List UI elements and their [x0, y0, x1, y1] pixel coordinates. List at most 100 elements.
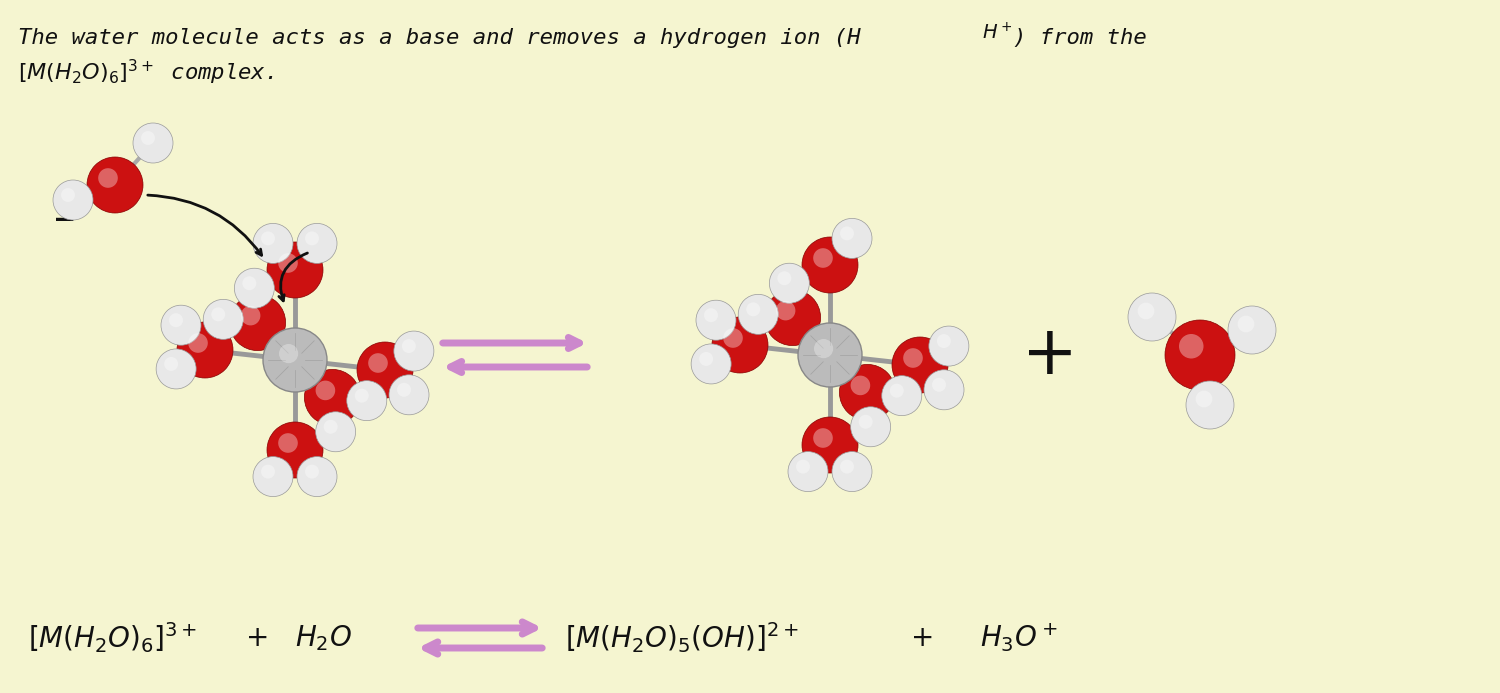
Circle shape [261, 464, 274, 479]
Circle shape [211, 308, 225, 322]
Circle shape [261, 231, 274, 245]
Circle shape [813, 428, 832, 448]
Circle shape [324, 420, 338, 434]
Circle shape [928, 326, 969, 366]
Circle shape [788, 452, 828, 491]
Circle shape [368, 353, 388, 373]
Circle shape [242, 306, 261, 326]
Circle shape [254, 223, 292, 263]
Circle shape [833, 218, 872, 258]
Circle shape [903, 348, 922, 368]
Circle shape [357, 342, 413, 398]
Circle shape [840, 459, 854, 473]
Circle shape [177, 322, 232, 378]
Circle shape [850, 407, 891, 447]
Circle shape [394, 331, 433, 371]
Text: $H_3O^+$: $H_3O^+$ [980, 622, 1058, 654]
Circle shape [699, 352, 712, 366]
Circle shape [230, 295, 285, 351]
Circle shape [746, 302, 760, 316]
Circle shape [738, 295, 778, 334]
Circle shape [1179, 334, 1203, 358]
Circle shape [802, 417, 858, 473]
Circle shape [777, 271, 792, 286]
Circle shape [398, 383, 411, 397]
Circle shape [188, 333, 209, 353]
Circle shape [98, 168, 118, 188]
Circle shape [696, 300, 736, 340]
Text: ) from the: ) from the [1013, 28, 1146, 48]
Circle shape [304, 464, 320, 479]
Circle shape [267, 242, 322, 298]
Circle shape [1128, 293, 1176, 341]
Circle shape [1238, 315, 1254, 333]
Circle shape [356, 389, 369, 403]
Circle shape [924, 370, 964, 410]
Circle shape [297, 457, 338, 497]
Circle shape [890, 384, 904, 398]
Circle shape [315, 412, 356, 452]
Text: −: − [54, 206, 76, 234]
Circle shape [279, 344, 298, 363]
Text: $H_2O$: $H_2O$ [296, 623, 352, 653]
Circle shape [304, 231, 320, 245]
Circle shape [160, 305, 201, 345]
Circle shape [62, 188, 75, 202]
Circle shape [156, 349, 196, 389]
Circle shape [53, 180, 93, 220]
Circle shape [243, 277, 256, 290]
Circle shape [770, 263, 810, 304]
Circle shape [692, 344, 730, 384]
Circle shape [1166, 320, 1234, 390]
Circle shape [346, 380, 387, 421]
Circle shape [840, 227, 854, 240]
Text: $[M(H_2O)_6]^{3+}$ complex.: $[M(H_2O)_6]^{3+}$ complex. [18, 58, 273, 87]
Circle shape [796, 459, 810, 473]
Text: $[M(H_2O)_6]^{3+}$: $[M(H_2O)_6]^{3+}$ [28, 621, 198, 656]
Circle shape [134, 123, 172, 163]
Circle shape [202, 299, 243, 340]
Circle shape [712, 317, 768, 373]
Circle shape [87, 157, 142, 213]
Circle shape [938, 334, 951, 348]
Circle shape [262, 328, 327, 392]
Circle shape [850, 376, 870, 395]
Circle shape [802, 237, 858, 293]
Circle shape [1196, 391, 1212, 407]
Circle shape [304, 369, 360, 426]
Circle shape [164, 357, 178, 371]
Circle shape [254, 457, 292, 497]
Circle shape [297, 223, 338, 263]
Circle shape [1228, 306, 1276, 354]
Circle shape [388, 375, 429, 415]
Circle shape [315, 380, 334, 400]
Circle shape [765, 290, 820, 346]
Circle shape [278, 253, 298, 273]
Circle shape [798, 323, 862, 387]
Circle shape [932, 378, 946, 392]
Circle shape [833, 452, 872, 491]
Circle shape [1186, 381, 1234, 429]
Circle shape [840, 365, 896, 421]
Circle shape [170, 313, 183, 327]
Text: The water molecule acts as a base and removes a hydrogen ion (H: The water molecule acts as a base and re… [18, 28, 861, 48]
Circle shape [234, 268, 274, 308]
Text: $+$: $+$ [244, 624, 267, 652]
Circle shape [858, 415, 873, 429]
Circle shape [278, 433, 298, 453]
Circle shape [776, 301, 795, 320]
Circle shape [141, 131, 154, 145]
Circle shape [704, 308, 718, 322]
Text: $\mathit{H}^+$: $\mathit{H}^+$ [982, 22, 1012, 43]
Circle shape [813, 248, 832, 267]
Text: $+$: $+$ [910, 624, 933, 652]
Circle shape [892, 337, 948, 393]
Circle shape [1137, 303, 1155, 319]
Text: +: + [1022, 322, 1078, 388]
Circle shape [402, 339, 416, 353]
Circle shape [882, 376, 922, 416]
Text: $[M(H_2O)_5(OH)]^{2+}$: $[M(H_2O)_5(OH)]^{2+}$ [566, 621, 798, 656]
Circle shape [267, 422, 322, 478]
Circle shape [723, 328, 742, 348]
Circle shape [815, 339, 833, 358]
